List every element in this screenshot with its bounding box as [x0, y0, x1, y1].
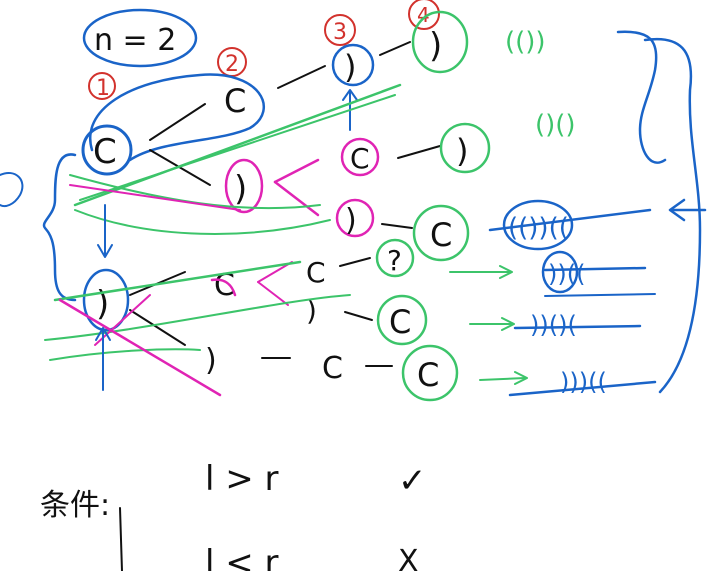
right-brace-outer: [643, 37, 702, 394]
lower-paren: ): [306, 294, 317, 327]
root-node: C: [93, 132, 117, 172]
condition-label: 条件:: [40, 488, 110, 523]
result-invalid-1: (())((: [508, 213, 569, 243]
result-invalid-4: )))((: [560, 368, 607, 396]
arrow-result-4: [479, 377, 526, 381]
left-brace: [42, 153, 77, 302]
strike-invalid-1: [488, 208, 652, 232]
lower-strike-magenta-2: [94, 294, 151, 346]
condition-divider: [119, 507, 123, 571]
result-invalid-3: ))()(: [530, 311, 577, 339]
rule-2: l < r: [205, 543, 279, 571]
arrow-head-up-l3: [342, 89, 358, 101]
strike-green-1: [73, 83, 402, 207]
edge-l3a-l4a: [379, 41, 411, 56]
lower-c5: C: [417, 356, 439, 394]
lower-strike-green-3: [49, 348, 201, 361]
edge-l3c-l4c: [381, 223, 413, 229]
edge-magenta-1: [273, 158, 320, 184]
edge-l3b-l4b: [397, 145, 441, 159]
node-l4a-circle: [411, 10, 469, 74]
result-valid-1: (()): [505, 27, 546, 57]
node-l4b-circle: [439, 122, 491, 174]
lower-c4: C: [322, 351, 343, 386]
strike-invalid-2: [543, 266, 647, 272]
node-l3c-circle: [335, 198, 375, 238]
arrow-result-2-head: [499, 265, 513, 279]
strike-green-4: [74, 209, 331, 235]
arrow-head-down-root: [97, 244, 113, 258]
result-valid-2: ()(): [535, 110, 576, 140]
n-circle: [82, 8, 198, 68]
lower-q: ?: [387, 244, 402, 277]
node-l3b-circle: [340, 137, 380, 177]
lower-c1: C: [214, 268, 235, 303]
lower-strike-magenta-1: [58, 298, 222, 397]
lower-edge-c2-q: [339, 257, 371, 267]
lower-edge-p-c3: [344, 311, 373, 321]
strike-invalid-4: [508, 380, 657, 397]
node-l3c: ): [345, 203, 357, 238]
lower-arrow-head: [95, 327, 111, 341]
arrow-result-3-head: [501, 317, 515, 331]
right-arrow-head: [668, 198, 686, 222]
lower-c4-paren: ): [205, 343, 217, 378]
right-brace-top: [616, 30, 667, 164]
result-invalid-1-circle: [502, 199, 574, 251]
strike-magenta-1: [69, 184, 241, 211]
result-invalid-2: ))((: [548, 260, 585, 288]
node-paren-level2: ): [234, 169, 247, 209]
step-2-label: 2: [225, 52, 239, 77]
lower-c3-circle: [376, 294, 428, 346]
lower-q-circle: [375, 238, 415, 278]
strike-invalid-3: [513, 324, 642, 330]
arrow-result-4-head: [514, 371, 528, 385]
step-4-circle: [408, 0, 440, 30]
root-node-circle: [81, 124, 133, 176]
lower-c2: C: [306, 256, 326, 289]
edge-magenta-2: [273, 180, 320, 217]
rule-1-mark: ✓: [398, 461, 427, 501]
rule-2-mark: X: [398, 544, 419, 571]
node-l4a: ): [429, 26, 442, 66]
rule-1: l > r: [205, 459, 279, 499]
lower-edge-magenta-2: [257, 281, 289, 306]
group-lasso: [89, 73, 265, 162]
node-c-level2: C: [224, 82, 246, 120]
step-1-circle: [88, 72, 116, 100]
lower-strike-green-2: [44, 294, 351, 341]
node-l4c-circle: [412, 204, 470, 262]
step-3-label: 3: [333, 20, 347, 45]
step-1-label: 1: [96, 76, 110, 101]
strike-invalid-2b: [544, 293, 656, 297]
node-l4c: C: [430, 216, 452, 254]
edge-root-top: [149, 103, 206, 141]
lower-c3: C: [389, 303, 411, 341]
n-label: n = 2: [94, 23, 176, 58]
node-l3a-circle: [331, 43, 375, 87]
lower-strike-green-1: [53, 260, 302, 302]
left-paren-mark: [0, 172, 24, 208]
result-invalid-2-circle: [541, 250, 579, 294]
lower-root: ): [96, 284, 109, 324]
edge-l2-l3a: [277, 65, 326, 89]
step-3-circle: [324, 14, 356, 46]
strike-green-2: [79, 94, 396, 201]
lower-c1-mark: [210, 278, 237, 297]
node-l4b: ): [456, 132, 468, 170]
lower-c5-circle: [401, 344, 459, 402]
node-l3b: C: [350, 142, 370, 175]
lower-root-circle: [82, 268, 130, 332]
node-paren-level2-circle: [224, 158, 264, 214]
node-l3a: ): [344, 48, 356, 86]
lower-edge-2: [129, 309, 186, 346]
